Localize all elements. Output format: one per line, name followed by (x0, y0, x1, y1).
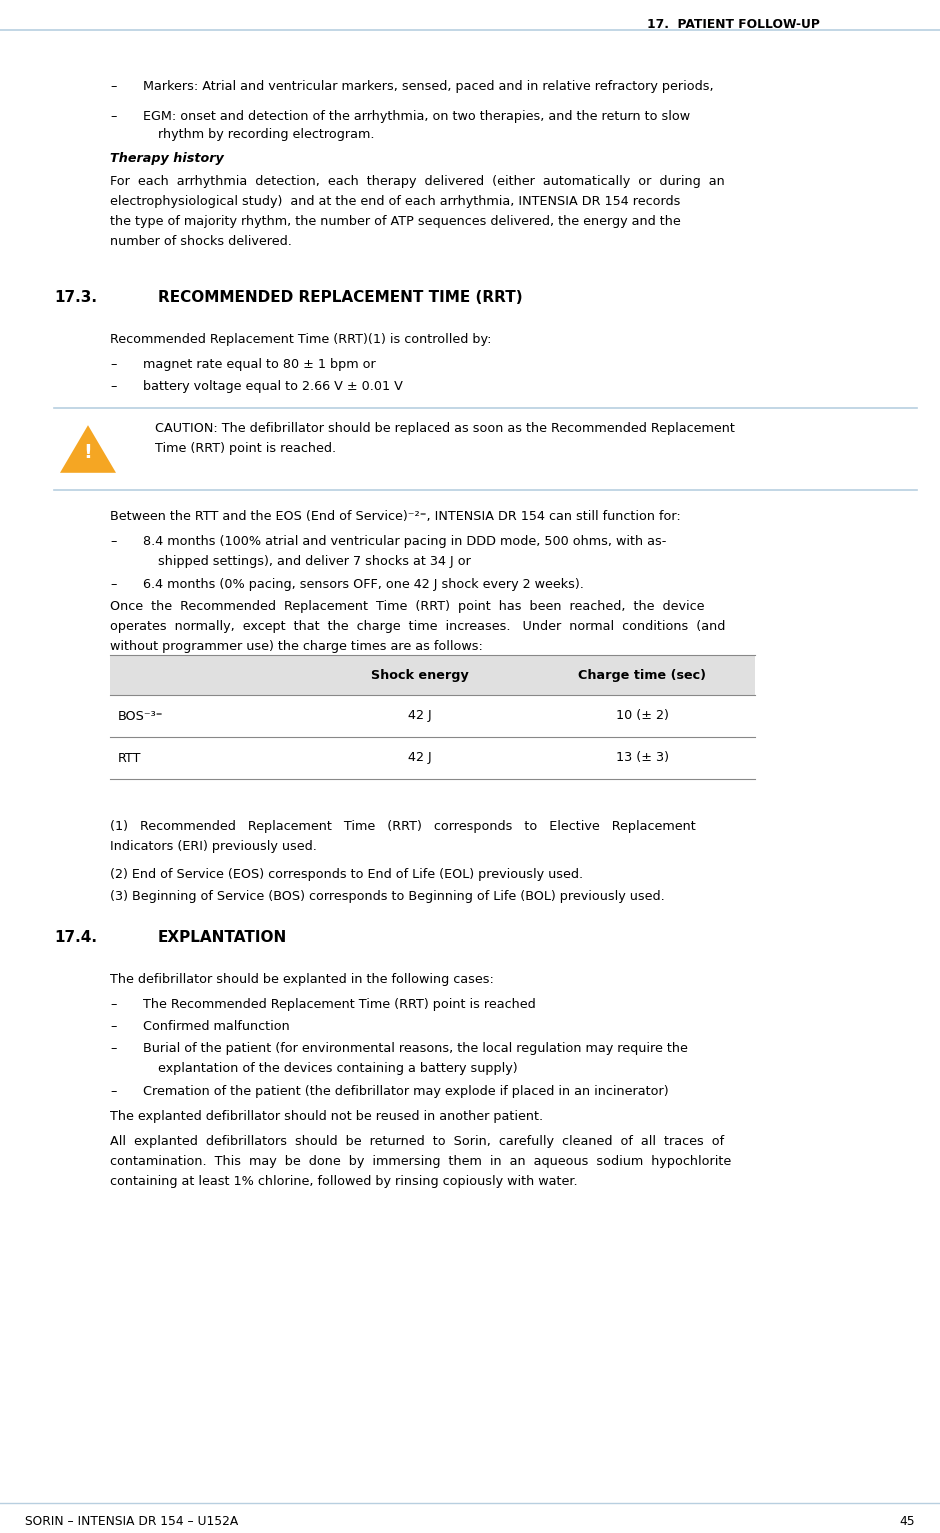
Bar (110, 694, 755, 737)
Text: Time (RRT) point is reached.: Time (RRT) point is reached. (155, 442, 337, 455)
Text: electrophysiological study)  and at the end of each arrhythmia, INTENSIA DR 154 : electrophysiological study) and at the e… (110, 195, 681, 208)
Text: –: – (110, 359, 117, 371)
Text: Indicators (ERI) previously used.: Indicators (ERI) previously used. (110, 840, 317, 852)
Text: The explanted defibrillator should not be reused in another patient.: The explanted defibrillator should not b… (110, 1110, 543, 1124)
Text: (2) End of Service (EOS) corresponds to End of Life (EOL) previously used.: (2) End of Service (EOS) corresponds to … (110, 868, 583, 881)
Text: Between the RTT and the EOS (End of Service)⁻²⁼, INTENSIA DR 154 can still funct: Between the RTT and the EOS (End of Serv… (110, 510, 681, 523)
Text: 13 (± 3): 13 (± 3) (616, 751, 669, 765)
Text: Confirmed malfunction: Confirmed malfunction (143, 1019, 290, 1033)
Text: –: – (110, 110, 117, 123)
Text: shipped settings), and deliver 7 shocks at 34 J or: shipped settings), and deliver 7 shocks … (158, 555, 471, 569)
Text: –: – (110, 578, 117, 592)
Text: EXPLANTATION: EXPLANTATION (158, 931, 288, 944)
Polygon shape (60, 425, 116, 472)
Text: the type of majority rhythm, the number of ATP sequences delivered, the energy a: the type of majority rhythm, the number … (110, 215, 681, 228)
Text: –: – (110, 1042, 117, 1055)
Bar (110, 655, 755, 694)
Text: 10 (± 2): 10 (± 2) (616, 710, 669, 722)
Text: CAUTION: The defibrillator should be replaced as soon as the Recommended Replace: CAUTION: The defibrillator should be rep… (155, 422, 735, 435)
Text: 17.  PATIENT FOLLOW-UP: 17. PATIENT FOLLOW-UP (647, 18, 820, 31)
Text: –: – (110, 535, 117, 547)
Text: RTT: RTT (118, 751, 142, 765)
Text: battery voltage equal to 2.66 V ± 0.01 V: battery voltage equal to 2.66 V ± 0.01 V (143, 380, 403, 392)
Text: number of shocks delivered.: number of shocks delivered. (110, 235, 292, 248)
Text: explantation of the devices containing a battery supply): explantation of the devices containing a… (158, 1062, 518, 1075)
Bar (110, 737, 755, 779)
Text: 8.4 months (100% atrial and ventricular pacing in DDD mode, 500 ohms, with as-: 8.4 months (100% atrial and ventricular … (143, 535, 666, 547)
Text: –: – (110, 1085, 117, 1098)
Text: All  explanted  defibrillators  should  be  returned  to  Sorin,  carefully  cle: All explanted defibrillators should be r… (110, 1134, 724, 1148)
Text: magnet rate equal to 80 ± 1 bpm or: magnet rate equal to 80 ± 1 bpm or (143, 359, 376, 371)
Text: –: – (110, 1019, 117, 1033)
Text: (3) Beginning of Service (BOS) corresponds to Beginning of Life (BOL) previously: (3) Beginning of Service (BOS) correspon… (110, 891, 665, 903)
Text: Markers: Atrial and ventricular markers, sensed, paced and in relative refractor: Markers: Atrial and ventricular markers,… (143, 80, 713, 94)
Text: 45: 45 (900, 1515, 915, 1528)
Text: For  each  arrhythmia  detection,  each  therapy  delivered  (either  automatica: For each arrhythmia detection, each ther… (110, 175, 725, 189)
Text: rhythm by recording electrogram.: rhythm by recording electrogram. (158, 127, 374, 141)
Text: operates  normally,  except  that  the  charge  time  increases.   Under  normal: operates normally, except that the charg… (110, 619, 726, 633)
Text: EGM: onset and detection of the arrhythmia, on two therapies, and the return to : EGM: onset and detection of the arrhythm… (143, 110, 690, 123)
Text: BOS⁻³⁼: BOS⁻³⁼ (118, 710, 164, 722)
Text: !: ! (84, 443, 92, 463)
Text: SORIN – INTENSIA DR 154 – U152A: SORIN – INTENSIA DR 154 – U152A (25, 1515, 238, 1528)
Text: Burial of the patient (for environmental reasons, the local regulation may requi: Burial of the patient (for environmental… (143, 1042, 688, 1055)
Text: 6.4 months (0% pacing, sensors OFF, one 42 J shock every 2 weeks).: 6.4 months (0% pacing, sensors OFF, one … (143, 578, 584, 592)
Text: without programmer use) the charge times are as follows:: without programmer use) the charge times… (110, 639, 483, 653)
Text: RECOMMENDED REPLACEMENT TIME (RRT): RECOMMENDED REPLACEMENT TIME (RRT) (158, 290, 523, 305)
Text: –: – (110, 80, 117, 94)
Text: –: – (110, 998, 117, 1010)
Text: The defibrillator should be explanted in the following cases:: The defibrillator should be explanted in… (110, 973, 494, 986)
Text: Shock energy: Shock energy (371, 668, 469, 682)
Text: 42 J: 42 J (408, 751, 431, 765)
Text: Recommended Replacement Time (RRT)(1) is controlled by:: Recommended Replacement Time (RRT)(1) is… (110, 333, 492, 346)
Text: (1)   Recommended   Replacement   Time   (RRT)   corresponds   to   Elective   R: (1) Recommended Replacement Time (RRT) c… (110, 820, 696, 832)
Text: Once  the  Recommended  Replacement  Time  (RRT)  point  has  been  reached,  th: Once the Recommended Replacement Time (R… (110, 599, 704, 613)
Text: containing at least 1% chlorine, followed by rinsing copiously with water.: containing at least 1% chlorine, followe… (110, 1174, 577, 1188)
Text: Charge time (sec): Charge time (sec) (578, 668, 707, 682)
Text: Cremation of the patient (the defibrillator may explode if placed in an incinera: Cremation of the patient (the defibrilla… (143, 1085, 668, 1098)
Text: contamination.  This  may  be  done  by  immersing  them  in  an  aqueous  sodiu: contamination. This may be done by immer… (110, 1154, 731, 1168)
Text: Therapy history: Therapy history (110, 152, 224, 166)
Text: 17.3.: 17.3. (54, 290, 97, 305)
Text: –: – (110, 380, 117, 392)
Text: 17.4.: 17.4. (54, 931, 97, 944)
Text: 42 J: 42 J (408, 710, 431, 722)
Text: The Recommended Replacement Time (RRT) point is reached: The Recommended Replacement Time (RRT) p… (143, 998, 536, 1010)
